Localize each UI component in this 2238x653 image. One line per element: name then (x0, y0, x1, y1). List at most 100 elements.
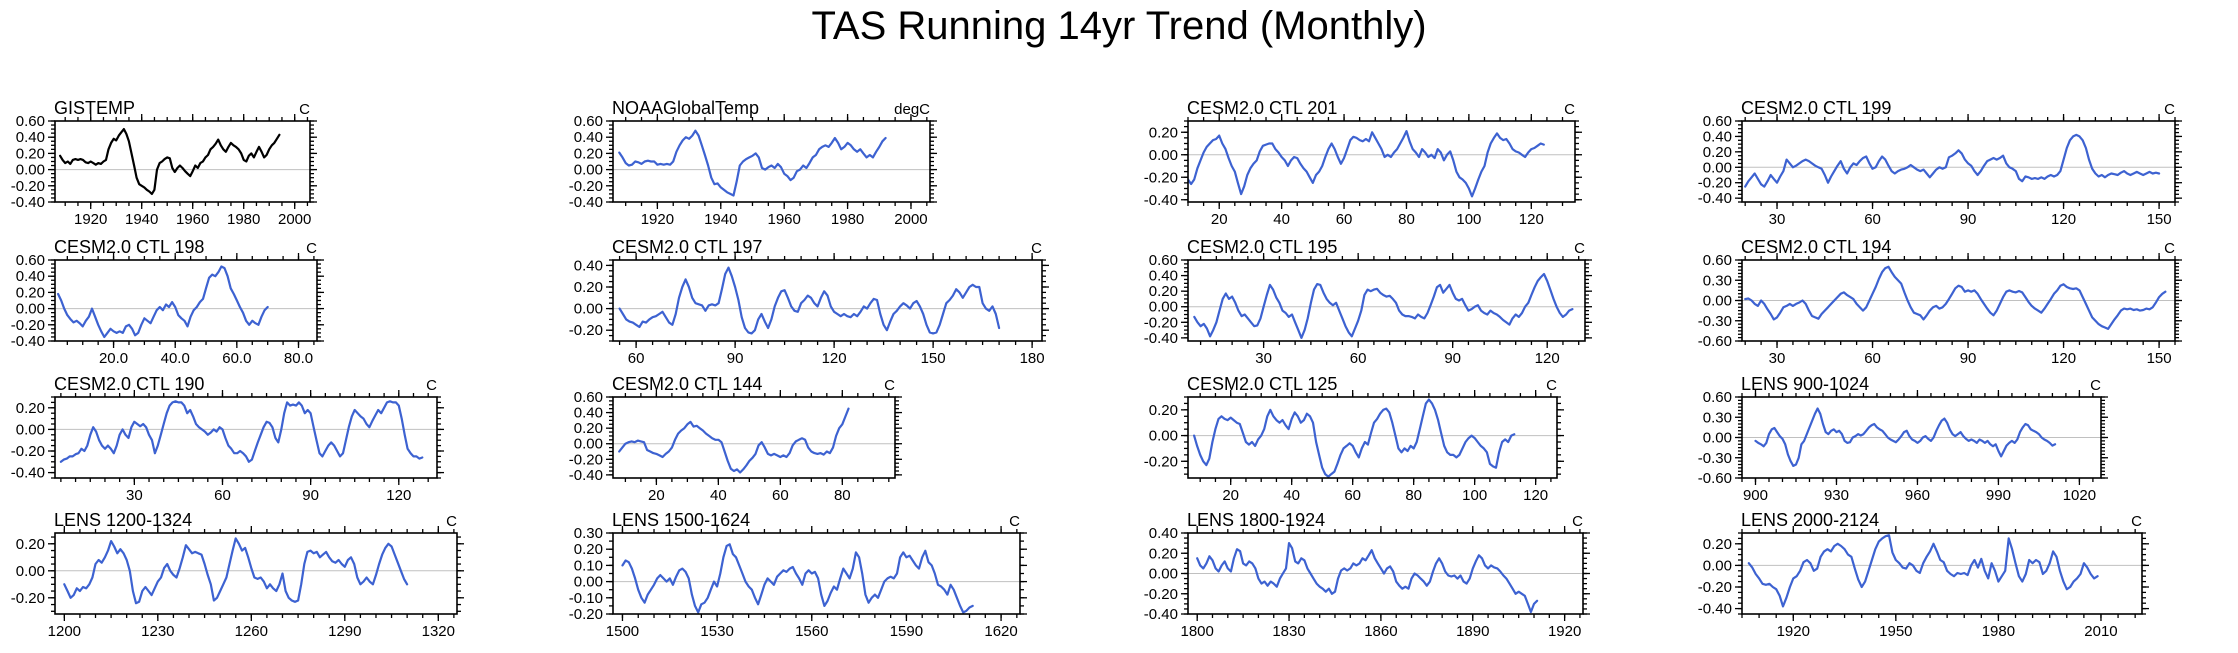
y-tick-label: 0.20 (574, 420, 603, 437)
panel-lens-2000-2124: LENS 2000-2124 C 0.20 0.00 -0.20 -0.40 1920 195… (1692, 510, 2160, 642)
data-line-cesm2-0-ctl-197 (618, 266, 1001, 335)
x-tick-label: 1830 (1272, 623, 1305, 640)
panel-units-label: C (1031, 240, 1042, 257)
x-tick-label: 1290 (328, 623, 361, 640)
x-tick-label: 1960 (176, 211, 209, 228)
plot-frame (1187, 259, 1586, 342)
panel-title: NOAAGlobalTemp (612, 98, 759, 118)
x-tick-label: 1500 (606, 623, 639, 640)
x-tick-label: 1320 (422, 623, 455, 640)
data-line-lens-1200-1324 (63, 537, 409, 605)
axis-ticks (1735, 390, 2108, 485)
x-tick-label: 150 (2147, 350, 2172, 367)
x-tick-label: 120 (2051, 211, 2076, 228)
x-tick-label: 20 (1211, 211, 1228, 228)
plot-frame (1187, 396, 1558, 479)
x-tick-label: 60 (772, 487, 789, 504)
panel-lens-1200-1324: LENS 1200-1324 C 0.20 0.00 -0.20 1200 1230 1260… (5, 510, 475, 642)
x-tick-label: 900 (1743, 487, 1768, 504)
plot-frame (54, 259, 318, 342)
data-line-lens-1500-1624 (621, 543, 974, 614)
panel-title: LENS 2000-2124 (1741, 510, 1879, 530)
panel-cesm2-0-ctl-199: CESM2.0 CTL 199 C 0.60 0.40 0.20 0.00 -0.20 -0.… (1692, 98, 2193, 230)
x-tick-label: 60.0 (222, 350, 251, 367)
y-tick-label: 0.20 (16, 284, 45, 301)
x-tick-label: 1230 (141, 623, 174, 640)
x-tick-label: 1980 (227, 211, 260, 228)
panel-lens-1800-1924: LENS 1800-1924 C 0.40 0.20 0.00 -0.20 -0.40 180… (1138, 510, 1601, 642)
x-tick-label: 20.0 (99, 350, 128, 367)
y-tick-label: 0.20 (1149, 402, 1178, 419)
y-tick-label: 0.60 (1703, 113, 1732, 130)
y-tick-label: 0.40 (1149, 268, 1178, 285)
y-tick-label: -0.20 (11, 443, 45, 460)
panel-noaaglobaltemp: NOAAGlobalTemp degC 0.60 0.40 0.20 0.00 -0.20-… (563, 98, 948, 230)
y-tick-label: 0.60 (574, 389, 603, 406)
y-tick-label: 0.60 (16, 113, 45, 130)
x-tick-label: 1920 (1548, 623, 1581, 640)
axis-ticks (1181, 526, 1590, 621)
panel-lens-1500-1624-chart: LENS 1500-1624 C 0.300.200.100.00-0.10-0.2… (569, 510, 1027, 640)
x-tick-label: 80.0 (284, 350, 313, 367)
x-tick-label: 1860 (1364, 623, 1397, 640)
axis-ticks (48, 114, 317, 209)
y-tick-label: -0.20 (569, 451, 603, 468)
x-tick-label: 2010 (2084, 623, 2117, 640)
panel-gistemp: GISTEMP C 0.60 0.40 0.20 0.00 -0.20 -0.40 1920 19… (5, 98, 328, 230)
x-tick-label: 90 (727, 350, 744, 367)
panel-units-label: C (2090, 377, 2101, 394)
y-tick-label: 0.00 (16, 421, 45, 438)
x-tick-label: 60 (214, 487, 231, 504)
panel-title: CESM2.0 CTL 144 (612, 374, 762, 394)
x-tick-label: 30 (126, 487, 143, 504)
panel-cesm2-0-ctl-144: CESM2.0 CTL 144 C 0.60 0.40 0.20 0.00 -0.20 -0.… (563, 374, 913, 506)
x-tick-label: 60 (1864, 211, 1881, 228)
data-line-gistemp (58, 128, 281, 196)
panel-units-label: C (306, 240, 317, 257)
panel-title: LENS 1500-1624 (612, 510, 750, 530)
x-tick-label: 1200 (48, 623, 81, 640)
y-tick-label: 0.20 (574, 145, 603, 162)
x-tick-label: 990 (1986, 487, 2011, 504)
x-tick-label: 30 (1769, 211, 1786, 228)
x-tick-label: 1940 (704, 211, 737, 228)
data-line-cesm2-0-ctl-125 (1192, 398, 1516, 478)
y-tick-label: 0.40 (574, 257, 603, 274)
y-tick-label: -0.40 (1698, 601, 1732, 618)
y-tick-label: 0.60 (1703, 252, 1732, 269)
y-tick-label: 0.60 (16, 252, 45, 269)
panel-title: CESM2.0 CTL 195 (1187, 237, 1337, 257)
x-tick-label: 1920 (641, 211, 674, 228)
x-tick-label: 120 (1519, 211, 1544, 228)
data-line-cesm2-0-ctl-195 (1193, 272, 1574, 340)
panel-title: CESM2.0 CTL 197 (612, 237, 762, 257)
panel-title: LENS 900-1024 (1741, 374, 1869, 394)
y-tick-label: 0.30 (1703, 272, 1732, 289)
y-tick-label: 0.20 (1703, 144, 1732, 161)
data-line-lens-1800-1924 (1196, 541, 1539, 614)
y-tick-label: 0.00 (16, 563, 45, 580)
y-tick-label: -0.40 (569, 467, 603, 484)
panel-cesm2-0-ctl-195-chart: CESM2.0 CTL 195 C 0.600.400.200.00-0.20-0.… (1144, 237, 1592, 367)
y-tick-label: 0.60 (1703, 389, 1732, 406)
y-tick-label: 0.00 (1703, 430, 1732, 447)
y-tick-label: -0.40 (11, 333, 45, 350)
x-tick-label: 1960 (767, 211, 800, 228)
y-tick-label: 0.20 (1149, 545, 1178, 562)
y-tick-label: 0.00 (574, 574, 603, 591)
panel-cesm2-0-ctl-197: CESM2.0 CTL 197 C 0.40 0.20 0.00 -0.20 60 90 120… (563, 237, 1060, 369)
axis-ticks (606, 526, 1027, 621)
y-tick-label: 0.00 (1703, 159, 1732, 176)
x-tick-label: 120 (386, 487, 411, 504)
plot-frame (1741, 532, 2143, 615)
y-tick-label: -0.20 (11, 590, 45, 607)
y-tick-label: -0.40 (1698, 190, 1732, 207)
panel-cesm2-0-ctl-125: CESM2.0 CTL 125 C 0.20 0.00 -0.20 20 40 60 80 100… (1138, 374, 1575, 506)
y-tick-label: 0.30 (1703, 409, 1732, 426)
x-tick-label: 40 (710, 487, 727, 504)
y-tick-label: 0.20 (1149, 283, 1178, 300)
x-tick-label: 1920 (1777, 623, 1810, 640)
axis-ticks (1735, 526, 2149, 621)
data-line-cesm2-0-ctl-190 (59, 400, 424, 463)
x-tick-label: 2000 (278, 211, 311, 228)
